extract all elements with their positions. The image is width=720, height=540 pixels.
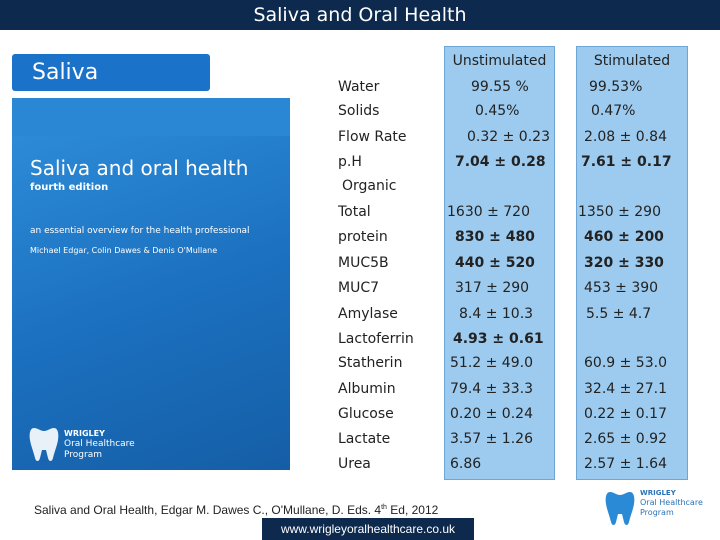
row-unstimulated-value: 3.57 ± 1.26 <box>450 431 533 447</box>
row-unstimulated-value: 7.04 ± 0.28 <box>455 154 546 170</box>
citation-main: Saliva and Oral Health, Edgar M. Dawes C… <box>34 503 382 517</box>
row-stimulated-value: 453 ± 390 <box>584 280 659 296</box>
row-label: Lactate <box>338 431 391 447</box>
row-stimulated-value: 2.08 ± 0.84 <box>584 129 667 145</box>
table-row: MUC5B 440 ± 520 320 ± 330 <box>338 255 698 275</box>
row-stimulated-value: 7.61 ± 0.17 <box>581 154 672 170</box>
book-brand-line1: WRIGLEY <box>64 429 105 438</box>
row-unstimulated-value: 4.93 ± 0.61 <box>453 331 544 347</box>
row-unstimulated-value: 6.86 <box>450 456 482 472</box>
table-row: Statherin 51.2 ± 49.0 60.9 ± 53.0 <box>338 355 698 375</box>
row-label: Lactoferrin <box>338 331 414 347</box>
corner-brand-line3: Program <box>640 508 674 517</box>
row-unstimulated-value: 0.45% <box>475 103 520 119</box>
table-row: Lactoferrin 4.93 ± 0.61 <box>338 331 698 351</box>
citation: Saliva and Oral Health, Edgar M. Dawes C… <box>34 503 438 517</box>
corner-brand-line2: Oral Healthcare <box>640 498 703 507</box>
row-label: Statherin <box>338 355 403 371</box>
row-label: Solids <box>338 103 380 119</box>
book-cover-strip <box>12 98 290 136</box>
table-row: protein 830 ± 480 460 ± 200 <box>338 229 698 249</box>
table-row: MUC7 317 ± 290 453 ± 390 <box>338 280 698 300</box>
header-unstimulated: Unstimulated <box>452 53 547 69</box>
stimulated-column-bg <box>576 46 688 480</box>
table-row: Flow Rate 0.32 ± 0.23 2.08 ± 0.84 <box>338 129 698 149</box>
row-label: Urea <box>338 456 371 472</box>
title-bar <box>0 0 720 30</box>
row-unstimulated-value: 830 ± 480 <box>455 229 535 245</box>
unstimulated-column-bg <box>444 46 555 480</box>
book-subtitle: an essential overview for the health pro… <box>30 226 250 236</box>
citation-end: Ed, 2012 <box>386 503 439 517</box>
tooth-logo-icon <box>29 428 59 461</box>
row-stimulated-value: 60.9 ± 53.0 <box>584 355 667 371</box>
header-stimulated: Stimulated <box>593 53 671 69</box>
row-label: Water <box>338 79 380 95</box>
row-unstimulated-value: 0.20 ± 0.24 <box>450 406 533 422</box>
row-stimulated-value: 32.4 ± 27.1 <box>584 381 667 397</box>
row-label: Total <box>338 204 371 220</box>
book-cover: Saliva and oral health fourth edition an… <box>12 98 290 470</box>
row-stimulated-value: 320 ± 330 <box>584 255 664 271</box>
corner-brand-line1: WRIGLEY <box>640 489 676 497</box>
row-label: MUC7 <box>338 280 380 296</box>
table-row: Lactate 3.57 ± 1.26 2.65 ± 0.92 <box>338 431 698 451</box>
book-authors: Michael Edgar, Colin Dawes & Denis O'Mul… <box>30 246 218 255</box>
table-row: Solids 0.45% 0.47% <box>338 103 698 123</box>
book-brand-line2: Oral Healthcare <box>64 439 135 449</box>
row-label: Amylase <box>338 306 398 322</box>
section-tag: Saliva <box>12 54 210 91</box>
row-stimulated-value: 0.47% <box>591 103 636 119</box>
group-label-organic: Organic <box>342 178 397 194</box>
row-stimulated-value: 2.57 ± 1.64 <box>584 456 667 472</box>
table-row: Albumin 79.4 ± 33.3 32.4 ± 27.1 <box>338 381 698 401</box>
table-row: Water 99.55 % 99.53% <box>338 79 698 99</box>
row-stimulated-value: 1350 ± 290 <box>578 204 661 220</box>
row-label: protein <box>338 229 388 245</box>
row-label: MUC5B <box>338 255 389 271</box>
book-brand: WRIGLEY Oral Healthcare Program <box>64 428 135 461</box>
row-unstimulated-value: 317 ± 290 <box>455 280 530 296</box>
row-unstimulated-value: 99.55 % <box>471 79 529 95</box>
citation-sup: th <box>381 504 387 511</box>
table-row: Total 1630 ± 720 1350 ± 290 <box>338 204 698 224</box>
table-row: p.H 7.04 ± 0.28 7.61 ± 0.17 <box>338 154 698 174</box>
row-unstimulated-value: 0.32 ± 0.23 <box>467 129 550 145</box>
row-unstimulated-value: 8.4 ± 10.3 <box>459 306 534 322</box>
website-link[interactable]: www.wrigleyoralhealthcare.co.uk <box>262 518 474 540</box>
row-label: Albumin <box>338 381 396 397</box>
row-stimulated-value: 460 ± 200 <box>584 229 664 245</box>
book-title: Saliva and oral health <box>30 156 249 180</box>
row-label: Glucose <box>338 406 394 422</box>
row-stimulated-value: 0.22 ± 0.17 <box>584 406 667 422</box>
book-brand-line3: Program <box>64 450 102 460</box>
table-row: Amylase 8.4 ± 10.3 5.5 ± 4.7 <box>338 306 698 326</box>
row-label: Flow Rate <box>338 129 407 145</box>
slide-title: Saliva and Oral Health <box>253 4 467 26</box>
table-row: Urea 6.86 2.57 ± 1.64 <box>338 456 698 476</box>
row-unstimulated-value: 1630 ± 720 <box>447 204 530 220</box>
tooth-logo-icon <box>605 492 635 525</box>
row-stimulated-value: 99.53% <box>589 79 643 95</box>
row-unstimulated-value: 79.4 ± 33.3 <box>450 381 533 397</box>
row-stimulated-value: 5.5 ± 4.7 <box>586 306 652 322</box>
row-label: p.H <box>338 154 362 170</box>
row-unstimulated-value: 440 ± 520 <box>455 255 535 271</box>
book-edition: fourth edition <box>30 182 109 193</box>
table-row: Glucose 0.20 ± 0.24 0.22 ± 0.17 <box>338 406 698 426</box>
corner-brand: WRIGLEY Oral Healthcare Program <box>640 488 703 518</box>
row-stimulated-value: 2.65 ± 0.92 <box>584 431 667 447</box>
row-unstimulated-value: 51.2 ± 49.0 <box>450 355 533 371</box>
